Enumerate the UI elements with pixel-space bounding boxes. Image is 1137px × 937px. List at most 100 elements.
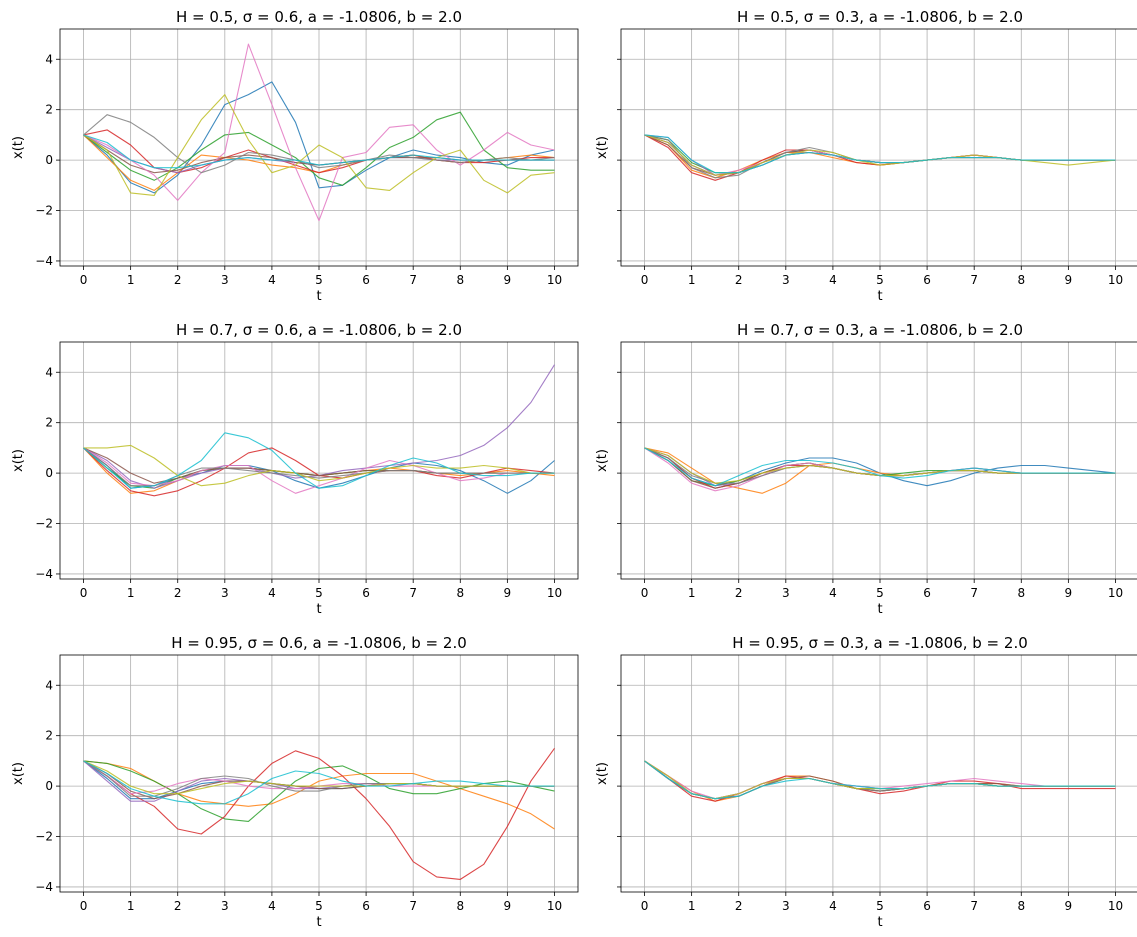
x-tick-label: 9 xyxy=(1065,273,1073,287)
x-tick-label: 10 xyxy=(547,899,562,913)
x-tick-label: 5 xyxy=(876,273,884,287)
x-tick-label: 4 xyxy=(268,586,276,600)
x-tick-label: 2 xyxy=(174,586,182,600)
y-tick-label: 0 xyxy=(45,153,53,167)
subplot-title: H = 0.7, σ = 0.6, a = -1.0806, b = 2.0 xyxy=(176,321,462,339)
y-tick-label: −4 xyxy=(35,567,53,581)
x-tick-label: 8 xyxy=(456,586,464,600)
x-tick-label: 2 xyxy=(735,586,743,600)
x-axis-label: t xyxy=(316,915,321,930)
x-tick-label: 3 xyxy=(782,586,790,600)
x-tick-label: 0 xyxy=(80,586,88,600)
x-tick-label: 10 xyxy=(1108,273,1123,287)
x-tick-label: 1 xyxy=(688,899,696,913)
y-axis-label: x(t) xyxy=(595,449,610,472)
x-tick-label: 5 xyxy=(876,586,884,600)
subplot-title: H = 0.5, σ = 0.3, a = -1.0806, b = 2.0 xyxy=(737,8,1023,26)
y-tick-label: 2 xyxy=(45,416,53,430)
x-tick-label: 1 xyxy=(688,273,696,287)
x-axis-label: t xyxy=(877,602,882,617)
y-tick-label: −4 xyxy=(35,254,53,268)
x-tick-label: 7 xyxy=(970,586,978,600)
x-tick-label: 8 xyxy=(1017,273,1025,287)
x-tick-label: 2 xyxy=(735,273,743,287)
x-axis-label: t xyxy=(316,289,321,304)
x-tick-label: 0 xyxy=(80,273,88,287)
x-tick-label: 3 xyxy=(221,586,229,600)
x-tick-label: 9 xyxy=(1065,586,1073,600)
x-tick-label: 7 xyxy=(409,273,417,287)
x-tick-label: 7 xyxy=(409,586,417,600)
x-tick-label: 0 xyxy=(80,899,88,913)
y-tick-label: 4 xyxy=(45,678,53,692)
x-tick-label: 5 xyxy=(315,273,323,287)
subplot-title: H = 0.95, σ = 0.3, a = -1.0806, b = 2.0 xyxy=(732,634,1028,652)
x-tick-label: 1 xyxy=(688,586,696,600)
x-axis-label: t xyxy=(316,602,321,617)
x-tick-label: 5 xyxy=(315,586,323,600)
y-tick-label: 2 xyxy=(45,103,53,117)
y-tick-label: −2 xyxy=(35,204,53,218)
x-tick-label: 8 xyxy=(1017,899,1025,913)
x-tick-label: 7 xyxy=(970,273,978,287)
subplot-title: H = 0.5, σ = 0.6, a = -1.0806, b = 2.0 xyxy=(176,8,462,26)
subplot-title: H = 0.95, σ = 0.6, a = -1.0806, b = 2.0 xyxy=(171,634,467,652)
x-tick-label: 6 xyxy=(362,273,370,287)
x-tick-label: 9 xyxy=(504,899,512,913)
axes-frame xyxy=(621,29,1137,266)
y-axis-label: x(t) xyxy=(595,762,610,785)
x-tick-label: 6 xyxy=(923,273,931,287)
subplot-3: 0 1 2 3 4 5 6 7 8 9 10420−2−4H = 0.7, σ = 0.6, a =… xyxy=(11,321,578,617)
x-tick-label: 8 xyxy=(1017,586,1025,600)
x-tick-label: 3 xyxy=(782,899,790,913)
x-tick-label: 10 xyxy=(1108,899,1123,913)
y-tick-label: 0 xyxy=(45,779,53,793)
y-tick-label: −4 xyxy=(35,880,53,894)
x-tick-label: 0 xyxy=(641,586,649,600)
subplot-title: H = 0.7, σ = 0.3, a = -1.0806, b = 2.0 xyxy=(737,321,1023,339)
x-tick-label: 3 xyxy=(221,273,229,287)
y-tick-label: −2 xyxy=(35,830,53,844)
x-tick-label: 1 xyxy=(127,899,135,913)
y-axis-label: x(t) xyxy=(11,136,26,159)
x-tick-label: 6 xyxy=(362,899,370,913)
x-tick-label: 4 xyxy=(268,899,276,913)
x-tick-label: 5 xyxy=(315,899,323,913)
x-tick-label: 3 xyxy=(221,899,229,913)
x-tick-label: 2 xyxy=(174,899,182,913)
x-tick-label: 4 xyxy=(829,586,837,600)
x-tick-label: 6 xyxy=(362,586,370,600)
x-tick-label: 2 xyxy=(735,899,743,913)
y-tick-label: 4 xyxy=(45,52,53,66)
x-tick-label: 2 xyxy=(174,273,182,287)
subplot-5: 0 1 2 3 4 5 6 7 8 9 10 4 2 0 −2 −4 H = 0.95, σ = 0.6, a … xyxy=(11,634,578,930)
x-tick-label: 5 xyxy=(876,899,884,913)
x-tick-label: 4 xyxy=(829,273,837,287)
x-tick-label: 10 xyxy=(1108,586,1123,600)
x-tick-label: 8 xyxy=(456,273,464,287)
x-axis-label: t xyxy=(877,915,882,930)
y-tick-label: 4 xyxy=(45,365,53,379)
x-tick-label: 7 xyxy=(970,899,978,913)
axes-frame xyxy=(621,655,1137,892)
x-tick-label: 7 xyxy=(409,899,417,913)
x-tick-label: 1 xyxy=(127,586,135,600)
x-tick-label: 4 xyxy=(829,899,837,913)
x-tick-label: 9 xyxy=(1065,899,1073,913)
axes-frame xyxy=(621,342,1137,579)
subplot-1: 0 1 2 3 4 5 6 7 8 9 10 4 2 0 −2 −4 H = 0.5, σ = 0.6, a =… xyxy=(11,8,578,304)
x-tick-label: 1 xyxy=(127,273,135,287)
subplot-2: 0 1 2 3 4 5 6 7 8 9 10 H = 0.5, σ = 0.3, a = -1.080… xyxy=(595,8,1137,304)
y-tick-label: 2 xyxy=(45,729,53,743)
x-tick-label: 9 xyxy=(504,273,512,287)
x-tick-label: 0 xyxy=(641,899,649,913)
x-tick-label: 4 xyxy=(268,273,276,287)
x-tick-label: 8 xyxy=(456,899,464,913)
y-axis-label: x(t) xyxy=(11,762,26,785)
x-tick-label: 0 xyxy=(641,273,649,287)
subplot-4: 0 1 2 3 4 5 6 7 8 9 10 H = 0.7, σ = 0.3, a = -1.080… xyxy=(595,321,1137,617)
x-tick-label: 10 xyxy=(547,586,562,600)
y-tick-label: −2 xyxy=(35,517,53,531)
